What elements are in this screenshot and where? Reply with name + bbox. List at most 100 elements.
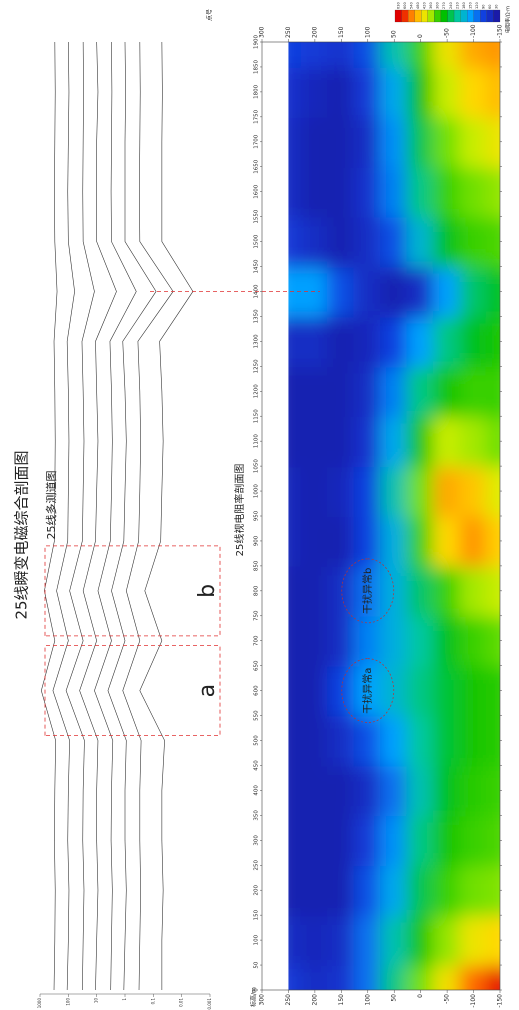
- colorbar-label: 270: [442, 2, 446, 9]
- x-tick-label: 350: [254, 810, 260, 821]
- annotation-label: a: [195, 684, 220, 697]
- resistivity-cell: [300, 65, 330, 118]
- channel-line: [40, 41, 58, 991]
- resistivity-cell: [288, 42, 303, 68]
- resistivity-cell: [432, 365, 462, 418]
- resistivity-cell: [327, 415, 356, 468]
- resistivity-cell: [432, 265, 462, 318]
- resistivity-cell: [300, 964, 330, 990]
- chart-subtitle: 25线多测道图: [44, 471, 58, 540]
- resistivity-cell: [459, 65, 488, 118]
- colorbar-swatch: [401, 9, 409, 23]
- resistivity-cell: [353, 465, 382, 517]
- resistivity-cell: [380, 465, 409, 517]
- resistivity-cell: [432, 465, 462, 517]
- chart-title: 25线瞬变电磁综合剖面图: [13, 450, 31, 619]
- x-tick-label: 400: [254, 785, 260, 796]
- resistivity-cell: [327, 215, 356, 268]
- resistivity-cell: [300, 315, 330, 368]
- colorbar-swatch: [486, 9, 494, 23]
- colorbar-label: 180: [462, 2, 466, 9]
- x-tick-label: 1800: [254, 84, 260, 98]
- resistivity-cell: [406, 65, 435, 118]
- colorbar-title: 电阻率/Ω·m: [505, 6, 512, 33]
- x-tick-label: 450: [254, 760, 260, 771]
- colorbar-label: 300: [436, 2, 440, 9]
- resistivity-cell: [288, 315, 303, 368]
- resistivity-cell: [353, 614, 382, 667]
- resistivity-cell: [432, 564, 462, 617]
- resistivity-cell: [432, 215, 462, 268]
- resistivity-cell: [432, 664, 462, 717]
- resistivity-cell: [300, 864, 330, 917]
- x-tick-label: 550: [254, 710, 260, 721]
- x-tick-label: 1250: [254, 359, 260, 373]
- x-axis-label: 点号: [206, 9, 214, 21]
- resistivity-cell: [406, 864, 435, 917]
- x-tick-label: 150: [254, 909, 260, 920]
- resistivity-cell: [327, 115, 356, 168]
- colorbar-label: 360: [429, 2, 433, 9]
- x-tick-label: 300: [254, 835, 260, 846]
- resistivity-cell: [288, 814, 303, 867]
- resistivity-cell: [300, 814, 330, 867]
- resistivity-cell: [288, 215, 303, 268]
- y-tick-label: 300: [259, 994, 266, 1006]
- x-tick-label: 650: [254, 660, 260, 671]
- resistivity-cell: [288, 115, 303, 168]
- colorbar-swatch: [408, 9, 415, 23]
- resistivity-cell: [353, 365, 382, 418]
- channel-line: [94, 41, 137, 991]
- resistivity-cell: [380, 914, 409, 967]
- x-tick-label: 850: [254, 560, 260, 571]
- x-tick-label: 1550: [254, 209, 260, 223]
- channel-line: [52, 41, 75, 991]
- channel-line: [139, 41, 194, 990]
- resistivity-cell: [327, 465, 356, 517]
- resistivity-cell: [432, 964, 462, 990]
- resistivity-cell: [380, 614, 409, 667]
- resistivity-cell: [327, 564, 356, 617]
- resistivity-cell: [380, 564, 409, 617]
- resistivity-cell: [459, 115, 488, 168]
- resistivity-cell: [327, 365, 356, 418]
- resistivity-cell: [380, 315, 409, 368]
- x-tick-label: 1700: [254, 134, 260, 148]
- colorbar-label: 480: [416, 2, 420, 9]
- resistivity-cell: [300, 465, 330, 517]
- resistivity-cell: [406, 365, 435, 418]
- resistivity-cell: [459, 515, 488, 567]
- colorbar-label: 600: [403, 2, 407, 9]
- resistivity-cell: [300, 764, 330, 817]
- x-tick-label: 100: [254, 934, 260, 945]
- resistivity-cell: [288, 515, 303, 567]
- x-tick-label: 800: [254, 585, 260, 596]
- resistivity-cell: [432, 315, 462, 368]
- colorbar-label: 150: [468, 2, 472, 9]
- resistivity-cell: [380, 814, 409, 867]
- y-tick-label: 1: [122, 998, 127, 1001]
- resistivity-cell: [406, 714, 435, 767]
- resistivity-cell: [380, 515, 409, 567]
- colorbar-swatch: [460, 9, 468, 23]
- contour-cells: [288, 42, 501, 990]
- resistivity-cell: [406, 614, 435, 667]
- y-tick-label: 0.001: [207, 998, 212, 1010]
- resistivity-cell: [288, 714, 303, 767]
- x-tick-label: 1450: [254, 259, 260, 273]
- resistivity-cell: [459, 415, 488, 468]
- resistivity-cell: [485, 964, 501, 990]
- resistivity-cell: [327, 315, 356, 368]
- y-tick-label: 0.1: [150, 998, 155, 1005]
- colorbar-label: 90: [482, 5, 486, 9]
- channel-line: [79, 41, 117, 991]
- resistivity-cell: [406, 764, 435, 817]
- y-tick-label: 1000: [37, 998, 42, 1009]
- colorbar-label: 30: [495, 5, 499, 9]
- x-tick-label: 250: [254, 860, 260, 871]
- resistivity-cell: [459, 365, 488, 418]
- resistivity-cell: [327, 714, 356, 767]
- resistivity-cell: [353, 864, 382, 917]
